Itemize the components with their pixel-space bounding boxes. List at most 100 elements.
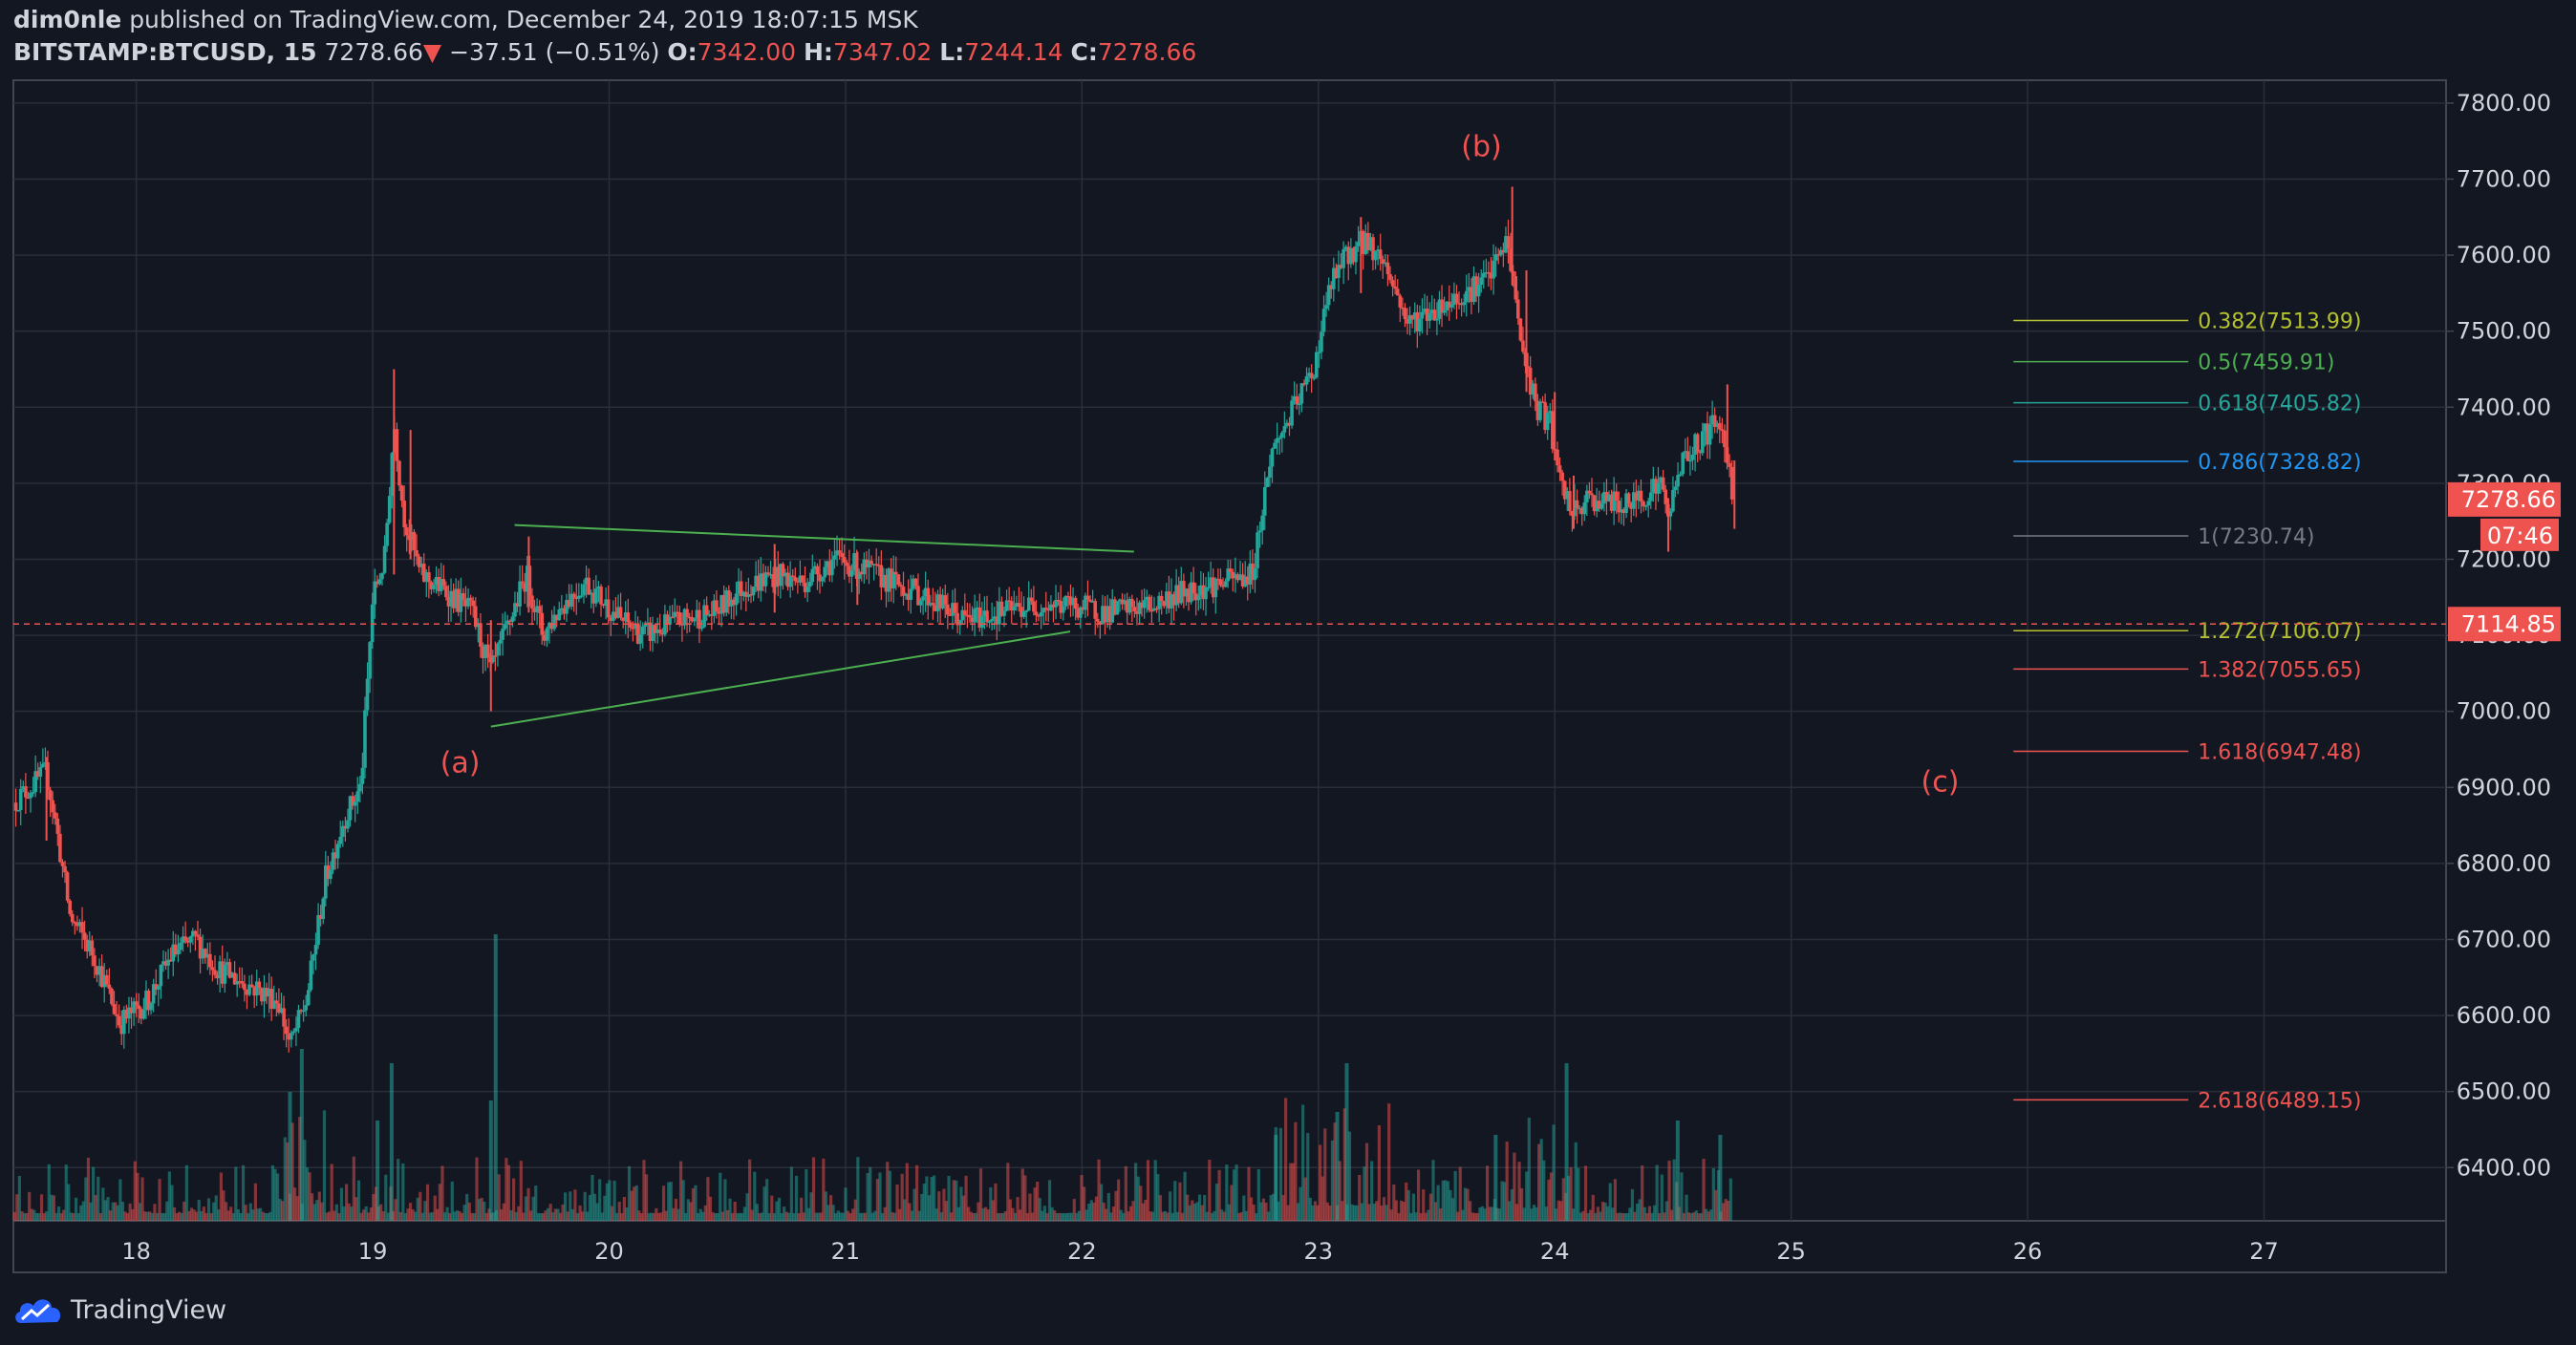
- candle-body: [1101, 606, 1105, 625]
- volume-bar: [264, 1212, 268, 1221]
- trendline[interactable]: [514, 523, 1134, 553]
- candle-body: [552, 614, 556, 630]
- candle-body: [1683, 451, 1687, 453]
- volume-bar: [251, 1209, 255, 1221]
- volume-bar: [600, 1212, 604, 1221]
- volume-bar: [1092, 1202, 1096, 1221]
- candle-body: [1423, 309, 1427, 312]
- tradingview-logo[interactable]: TradingView: [13, 1294, 226, 1325]
- price-axis[interactable]: 6400.00 6500.00 6600.00 6700.00 6800.00 6900.…: [2446, 90, 2561, 1181]
- volume-bar: [453, 1211, 457, 1221]
- symbol-name[interactable]: BITSTAMP:BTCUSD, 15: [13, 38, 317, 66]
- candle-body: [1029, 597, 1034, 602]
- volume-bar: [428, 1212, 432, 1221]
- candle-body: [1349, 247, 1353, 265]
- candle-body: [41, 763, 45, 768]
- candle-body: [127, 1007, 131, 1019]
- volume-bar: [1020, 1168, 1024, 1221]
- candle-body: [803, 582, 807, 592]
- volume-bar: [161, 1212, 164, 1221]
- candle-body: [1059, 601, 1063, 613]
- price-axis-label: 6500.00: [2457, 1078, 2551, 1105]
- volume-bar: [1186, 1194, 1190, 1221]
- candle-body: [257, 981, 262, 989]
- volume-bar: [1050, 1206, 1054, 1221]
- candle-body: [1612, 491, 1616, 511]
- candle-body: [55, 818, 60, 834]
- candle-body: [759, 573, 763, 591]
- candle-body: [1661, 477, 1665, 490]
- candle-body: [284, 1026, 289, 1035]
- candle-body: [476, 623, 481, 628]
- volume-bar: [1169, 1191, 1172, 1221]
- volume-bar: [762, 1186, 766, 1221]
- time-axis[interactable]: 18 19 20 21 22 23 24 25 26 27: [121, 1238, 2278, 1265]
- volume-bar: [933, 1175, 936, 1221]
- trendlines[interactable]: [490, 523, 1134, 728]
- time-axis-label: 19: [358, 1238, 388, 1265]
- candle-body: [279, 1008, 284, 1014]
- volume-bar: [1422, 1189, 1426, 1221]
- candle-body: [1337, 265, 1341, 279]
- time-axis-label: 18: [121, 1238, 151, 1265]
- volume-bar: [1234, 1164, 1238, 1221]
- close-value: 7278.66: [1097, 38, 1197, 66]
- candle-body: [1528, 367, 1533, 395]
- volume-bar: [1296, 1203, 1300, 1221]
- volume-bar: [514, 1211, 518, 1221]
- volume-bar: [1697, 1212, 1701, 1221]
- candle-body: [719, 594, 723, 614]
- candle-body: [53, 812, 57, 819]
- volume-bar: [1214, 1184, 1219, 1221]
- candle-body: [1568, 491, 1572, 512]
- author-name[interactable]: dim0nle: [13, 6, 122, 33]
- volume-bar: [281, 1201, 285, 1221]
- volume-bar: [384, 1174, 388, 1221]
- candle-body: [1418, 318, 1422, 331]
- candle-body: [29, 792, 32, 799]
- candle-body: [699, 627, 704, 630]
- volume-bar: [1195, 1202, 1199, 1221]
- candle-body: [385, 523, 389, 546]
- candle-body: [218, 961, 222, 979]
- volume-bar: [652, 1212, 655, 1221]
- volume-bar: [694, 1185, 698, 1221]
- candle-body: [507, 620, 512, 623]
- volume-bar: [738, 1212, 741, 1221]
- candle-body: [682, 608, 687, 626]
- volume-bar: [1446, 1181, 1450, 1221]
- volume-bar: [984, 1206, 988, 1221]
- volume-bar: [1333, 1122, 1337, 1221]
- candle-body: [1671, 490, 1675, 512]
- candle-body: [1157, 595, 1161, 609]
- candle-body: [547, 622, 551, 629]
- volume-bar: [480, 1197, 483, 1221]
- volume-bar: [1166, 1212, 1170, 1221]
- volume-bar: [1042, 1206, 1047, 1221]
- volume-bar: [1428, 1193, 1433, 1221]
- time-axis-label: 27: [2249, 1238, 2279, 1265]
- candle-body: [1103, 606, 1107, 623]
- volume-bar: [1419, 1212, 1423, 1221]
- candle-body: [1179, 581, 1184, 604]
- volume-bar: [519, 1161, 523, 1221]
- candle-body: [702, 605, 706, 628]
- candle-body: [621, 617, 625, 622]
- volume-bar: [1621, 1212, 1624, 1221]
- candle-body: [968, 614, 972, 618]
- candle-body: [220, 961, 225, 984]
- candle-body: [1295, 395, 1299, 405]
- candle-body: [1548, 411, 1553, 414]
- candle-body: [1678, 474, 1683, 476]
- candle-body: [1720, 429, 1725, 431]
- candle-body: [48, 789, 53, 801]
- volume-bar: [1549, 1172, 1554, 1221]
- volume-bar: [1625, 1212, 1629, 1221]
- volume-bar: [339, 1187, 344, 1221]
- candle-body: [680, 623, 684, 626]
- candle-body: [992, 616, 997, 619]
- trendline[interactable]: [490, 630, 1071, 728]
- volume-bar: [775, 1201, 779, 1221]
- volume-bar: [212, 1202, 216, 1221]
